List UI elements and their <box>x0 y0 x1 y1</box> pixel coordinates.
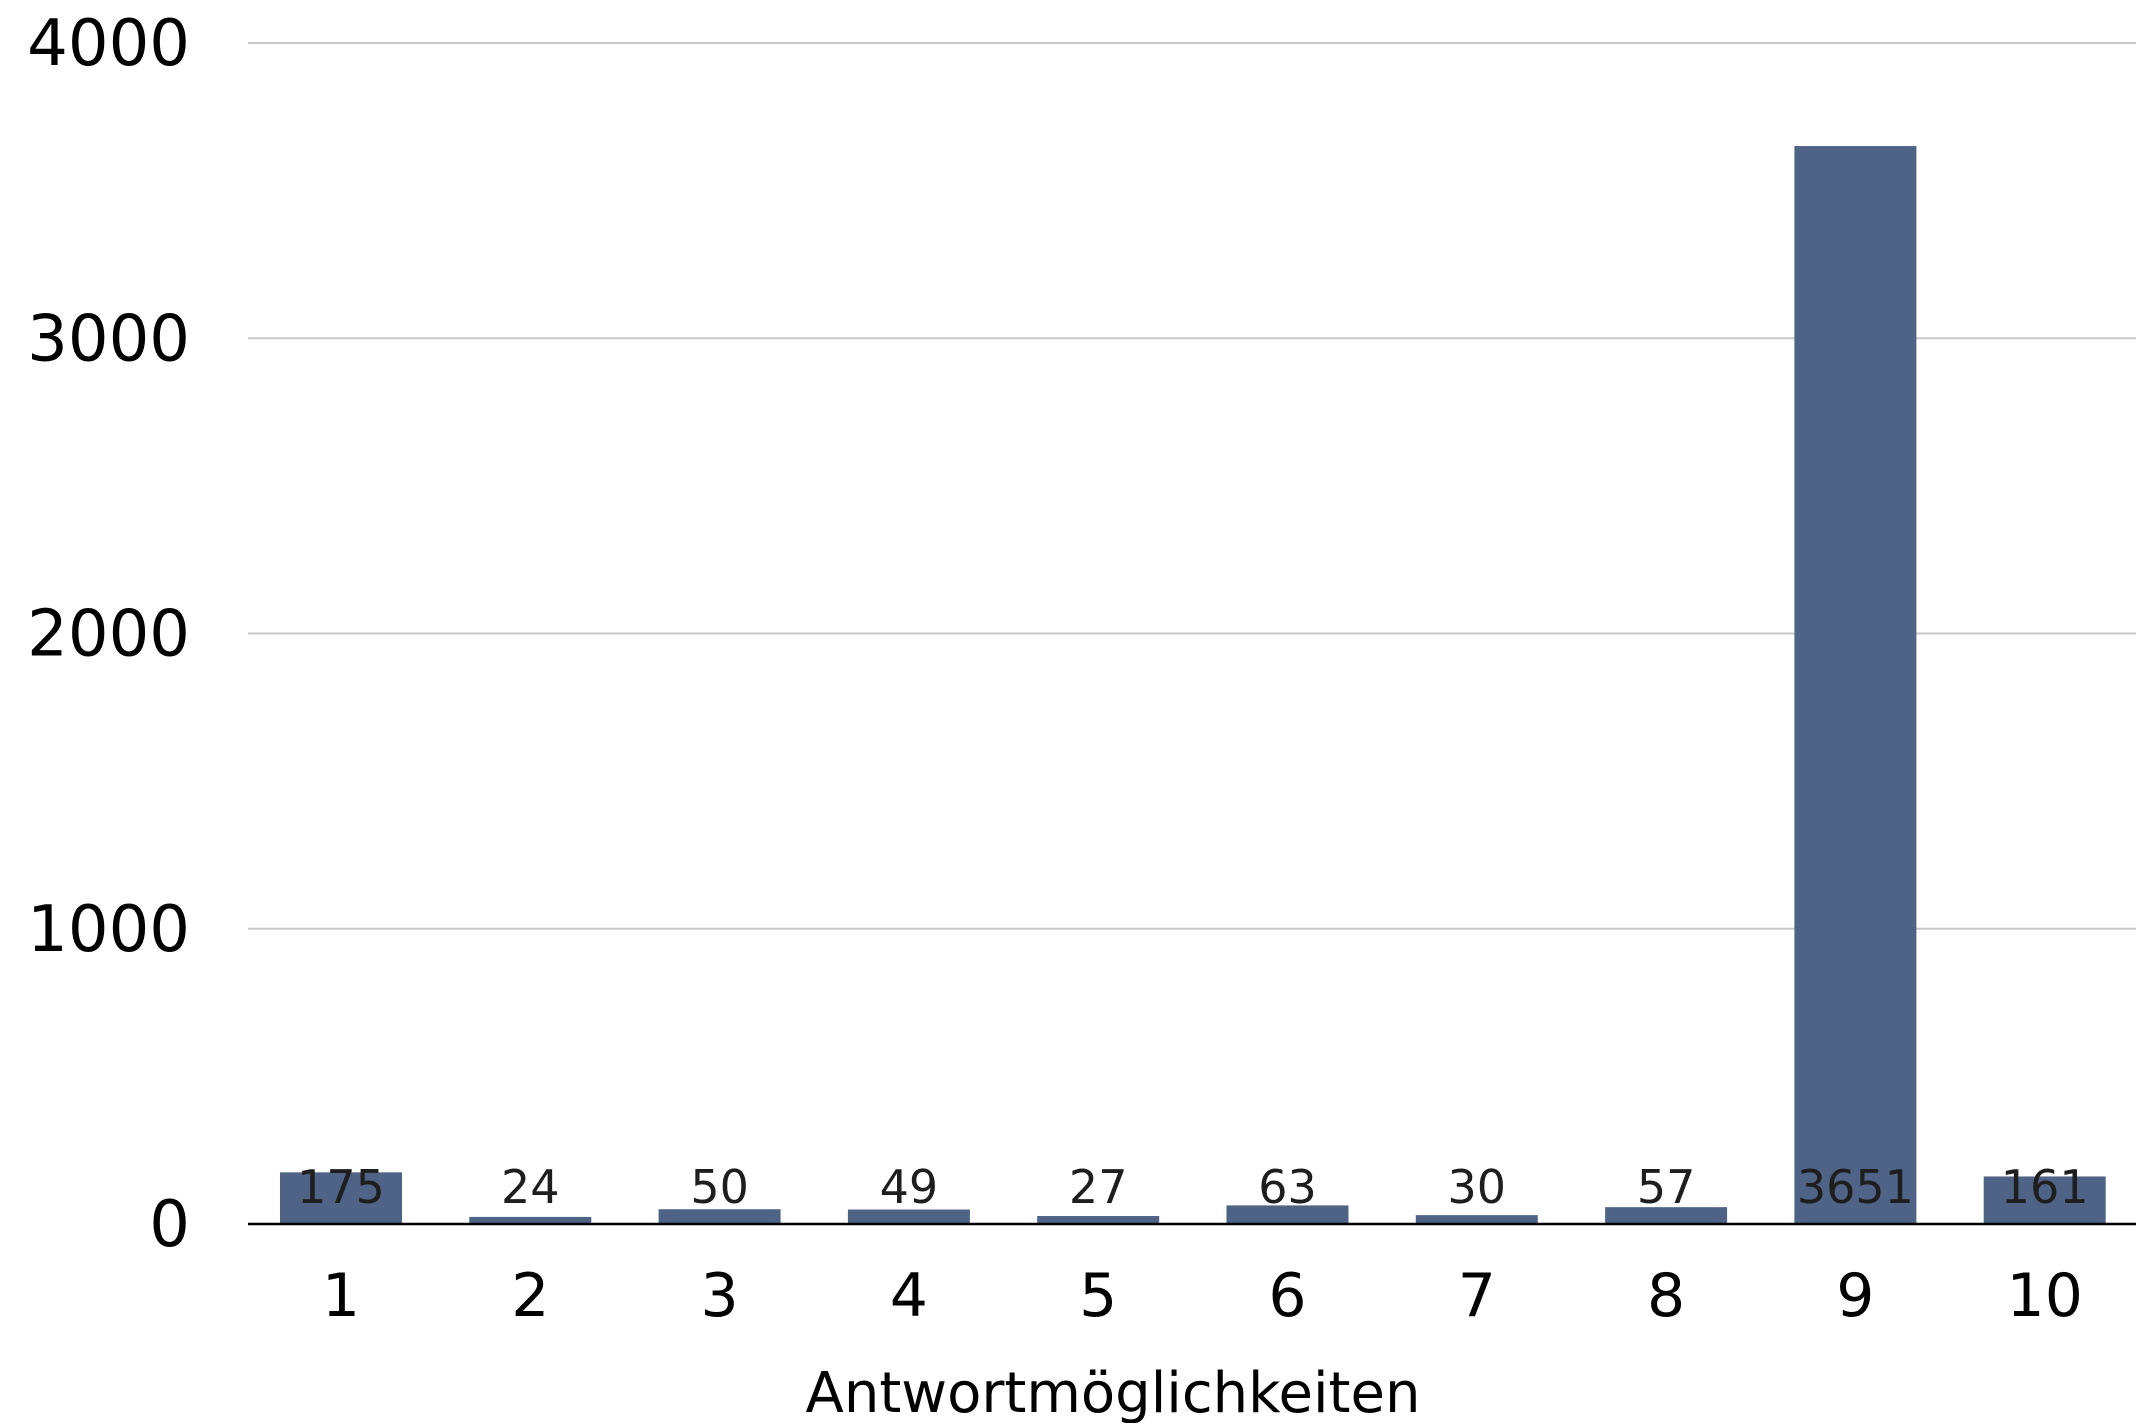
bar-2 <box>469 1216 592 1224</box>
y-tick-label: 1000 <box>27 893 190 967</box>
x-tick-label: 7 <box>1458 1261 1496 1331</box>
bar-9 <box>1794 146 1917 1225</box>
bar-7 <box>1415 1215 1538 1224</box>
data-label: 50 <box>690 1160 749 1214</box>
x-axis-title: Antwortmöglichkeiten <box>806 1361 1421 1423</box>
data-label: 161 <box>2001 1160 2089 1214</box>
bars <box>280 146 2106 1225</box>
y-tick-label: 3000 <box>27 302 190 376</box>
x-tick-label: 9 <box>1836 1261 1874 1331</box>
bar-1 <box>280 1172 402 1224</box>
data-label: 175 <box>297 1160 385 1214</box>
data-labels: 175 24 50 49 27 63 30 57 3651 161 <box>297 1160 2089 1214</box>
y-tick-label: 2000 <box>27 598 190 672</box>
bar-6 <box>1226 1205 1349 1224</box>
x-tick-label: 8 <box>1647 1261 1685 1331</box>
data-label: 24 <box>501 1160 560 1214</box>
data-label: 49 <box>880 1160 939 1214</box>
bar-5 <box>1037 1216 1160 1224</box>
x-tick-label: 10 <box>2007 1261 2083 1331</box>
bar-3 <box>658 1209 781 1224</box>
data-label: 27 <box>1069 1160 1128 1214</box>
data-label: 57 <box>1637 1160 1696 1214</box>
x-tick-label: 2 <box>511 1261 549 1331</box>
bar-8 <box>1605 1207 1728 1224</box>
x-tick-label: 6 <box>1268 1261 1306 1331</box>
y-tick-label: 4000 <box>27 7 190 81</box>
data-label: 3651 <box>1797 1160 1914 1214</box>
y-axis-ticks: 0 1000 2000 3000 4000 <box>27 7 190 1262</box>
y-tick-label: 0 <box>149 1188 190 1262</box>
bar-10 <box>1983 1176 2106 1224</box>
x-tick-label: 4 <box>890 1261 928 1331</box>
x-axis-ticks: 1 2 3 4 5 6 7 8 9 10 <box>322 1261 2083 1331</box>
data-label: 30 <box>1448 1160 1507 1214</box>
bar-4 <box>847 1209 970 1224</box>
x-tick-label: 3 <box>701 1261 739 1331</box>
x-tick-label: 5 <box>1079 1261 1117 1331</box>
x-tick-label: 1 <box>322 1261 360 1331</box>
data-label: 63 <box>1258 1160 1317 1214</box>
